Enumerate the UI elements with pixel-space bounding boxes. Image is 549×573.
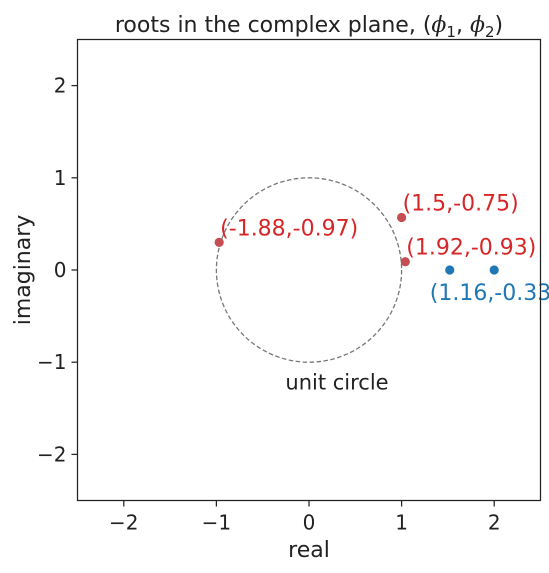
y-tick-label: 2	[54, 74, 67, 98]
y-tick-label: −2	[37, 442, 66, 466]
root-point	[445, 265, 455, 275]
chart-title: roots in the complex plane, (ϕ1, ϕ2)	[115, 13, 503, 41]
root-point	[400, 257, 410, 267]
unit-circle	[215, 177, 403, 363]
root-point-label: (1.92,-0.93)	[406, 236, 536, 261]
y-tick-label: −1	[37, 350, 66, 374]
title-phi-2: ϕ	[470, 13, 485, 38]
x-tick-label: 0	[303, 511, 316, 535]
x-axis-label: real	[288, 538, 330, 563]
x-tick-label: −1	[202, 511, 231, 535]
title-prefix: roots in the complex plane, (	[115, 13, 432, 38]
title-suffix: )	[495, 13, 504, 38]
unit-circle-label: unit circle	[285, 370, 388, 394]
title-sub-2: 2	[485, 23, 495, 41]
axes-frame	[76, 38, 542, 502]
root-point-label: (1.5,-0.75)	[403, 191, 519, 216]
title-sub-1: 1	[446, 23, 456, 41]
title-phi-1: ϕ	[431, 13, 446, 38]
y-tick-label: 0	[54, 258, 67, 282]
y-axis-label: imaginary	[11, 215, 36, 326]
x-tick-label: 1	[395, 511, 408, 535]
x-tick-label: −2	[109, 511, 138, 535]
root-point-label: (1.16,-0.33)	[430, 281, 549, 306]
root-point	[489, 265, 499, 275]
root-point-label: (-1.88,-0.97)	[220, 216, 358, 241]
title-sep: ,	[456, 13, 470, 38]
y-tick-label: 1	[54, 166, 67, 190]
root-point	[397, 212, 407, 223]
x-tick-label: 2	[488, 511, 501, 535]
root-point	[214, 237, 224, 247]
